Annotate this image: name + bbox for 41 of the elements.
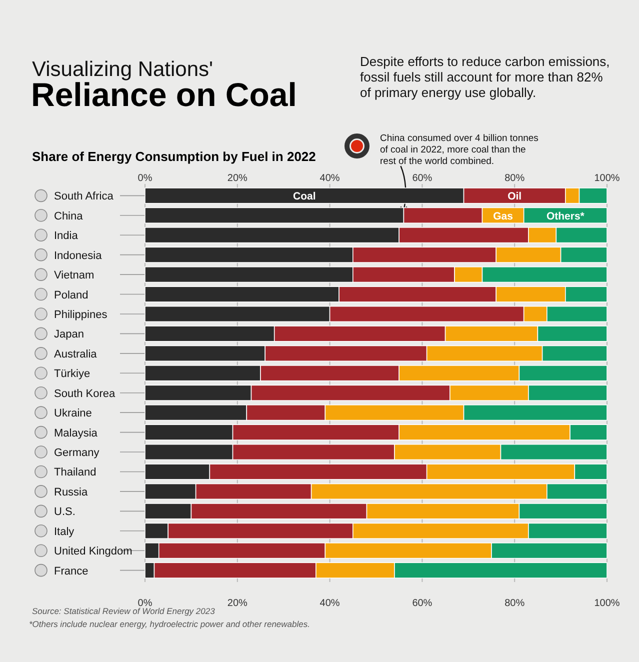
y-tick-label: U.S.: [54, 506, 76, 518]
annotation: China consumed over 4 billion tonnes of coal in 2022, more coal than the rest of the world combined.: [380, 133, 539, 167]
y-tick-label: Vietnam: [54, 270, 94, 282]
y-tick-label: Philippines: [54, 308, 108, 321]
y-tick-label: Australia: [54, 348, 98, 360]
x2-tick-label: 0%: [138, 598, 152, 609]
y-tick-label: France: [54, 565, 88, 578]
series-label: Coal: [293, 190, 316, 203]
y-tick-label: United Kingdom: [54, 546, 132, 558]
y-tick-label: Malaysia: [54, 427, 98, 440]
y-tick-label: South Korea: [54, 388, 116, 400]
x-tick-label: 40%: [320, 173, 340, 184]
y-tick-label: Japan: [54, 328, 84, 341]
y-tick-label: Germany: [54, 447, 100, 460]
source-note: Source: Statistical Review of World Energy 2023: [32, 606, 216, 616]
y-tick-label: Indonesia: [54, 250, 103, 262]
y-tick-label: Ukraine: [54, 408, 92, 420]
x2-tick-label: 100%: [594, 598, 620, 609]
series-label: Gas: [493, 210, 514, 222]
chart-subtitle: Share of Energy Consumption by Fuel in 2022: [32, 149, 316, 164]
x-tick-label: 100%: [594, 173, 620, 184]
y-tick-label: Italy: [54, 526, 75, 538]
series-label: Oil: [508, 190, 522, 203]
text: *Others include nuclear energy, hydroelectric power and other renewables.: [29, 619, 310, 629]
y-tick-label: India: [54, 230, 79, 242]
y-tick-label: South Africa: [54, 190, 114, 203]
y-tick-label: China: [54, 210, 84, 222]
x-tick-label: 0%: [138, 173, 152, 184]
text: Despite efforts to reduce carbon emissions, fossil fuels still account for more than 82% of primary energy use globally.: [360, 54, 610, 100]
x-tick-label: 80%: [504, 173, 525, 184]
y-tick-label: Poland: [54, 289, 88, 302]
series-label: Others*: [546, 210, 586, 222]
x2-tick-label: 60%: [412, 598, 432, 609]
y-tick-label: Türkiye: [54, 368, 90, 380]
x-tick-label: 20%: [227, 173, 248, 184]
x-tick-label: 60%: [412, 173, 432, 184]
y-tick-label: Russia: [54, 486, 89, 498]
y-tick-label: Thailand: [54, 466, 96, 479]
x2-tick-label: 20%: [227, 598, 248, 609]
x2-tick-label: 80%: [504, 598, 525, 609]
x2-tick-label: 40%: [320, 598, 340, 609]
